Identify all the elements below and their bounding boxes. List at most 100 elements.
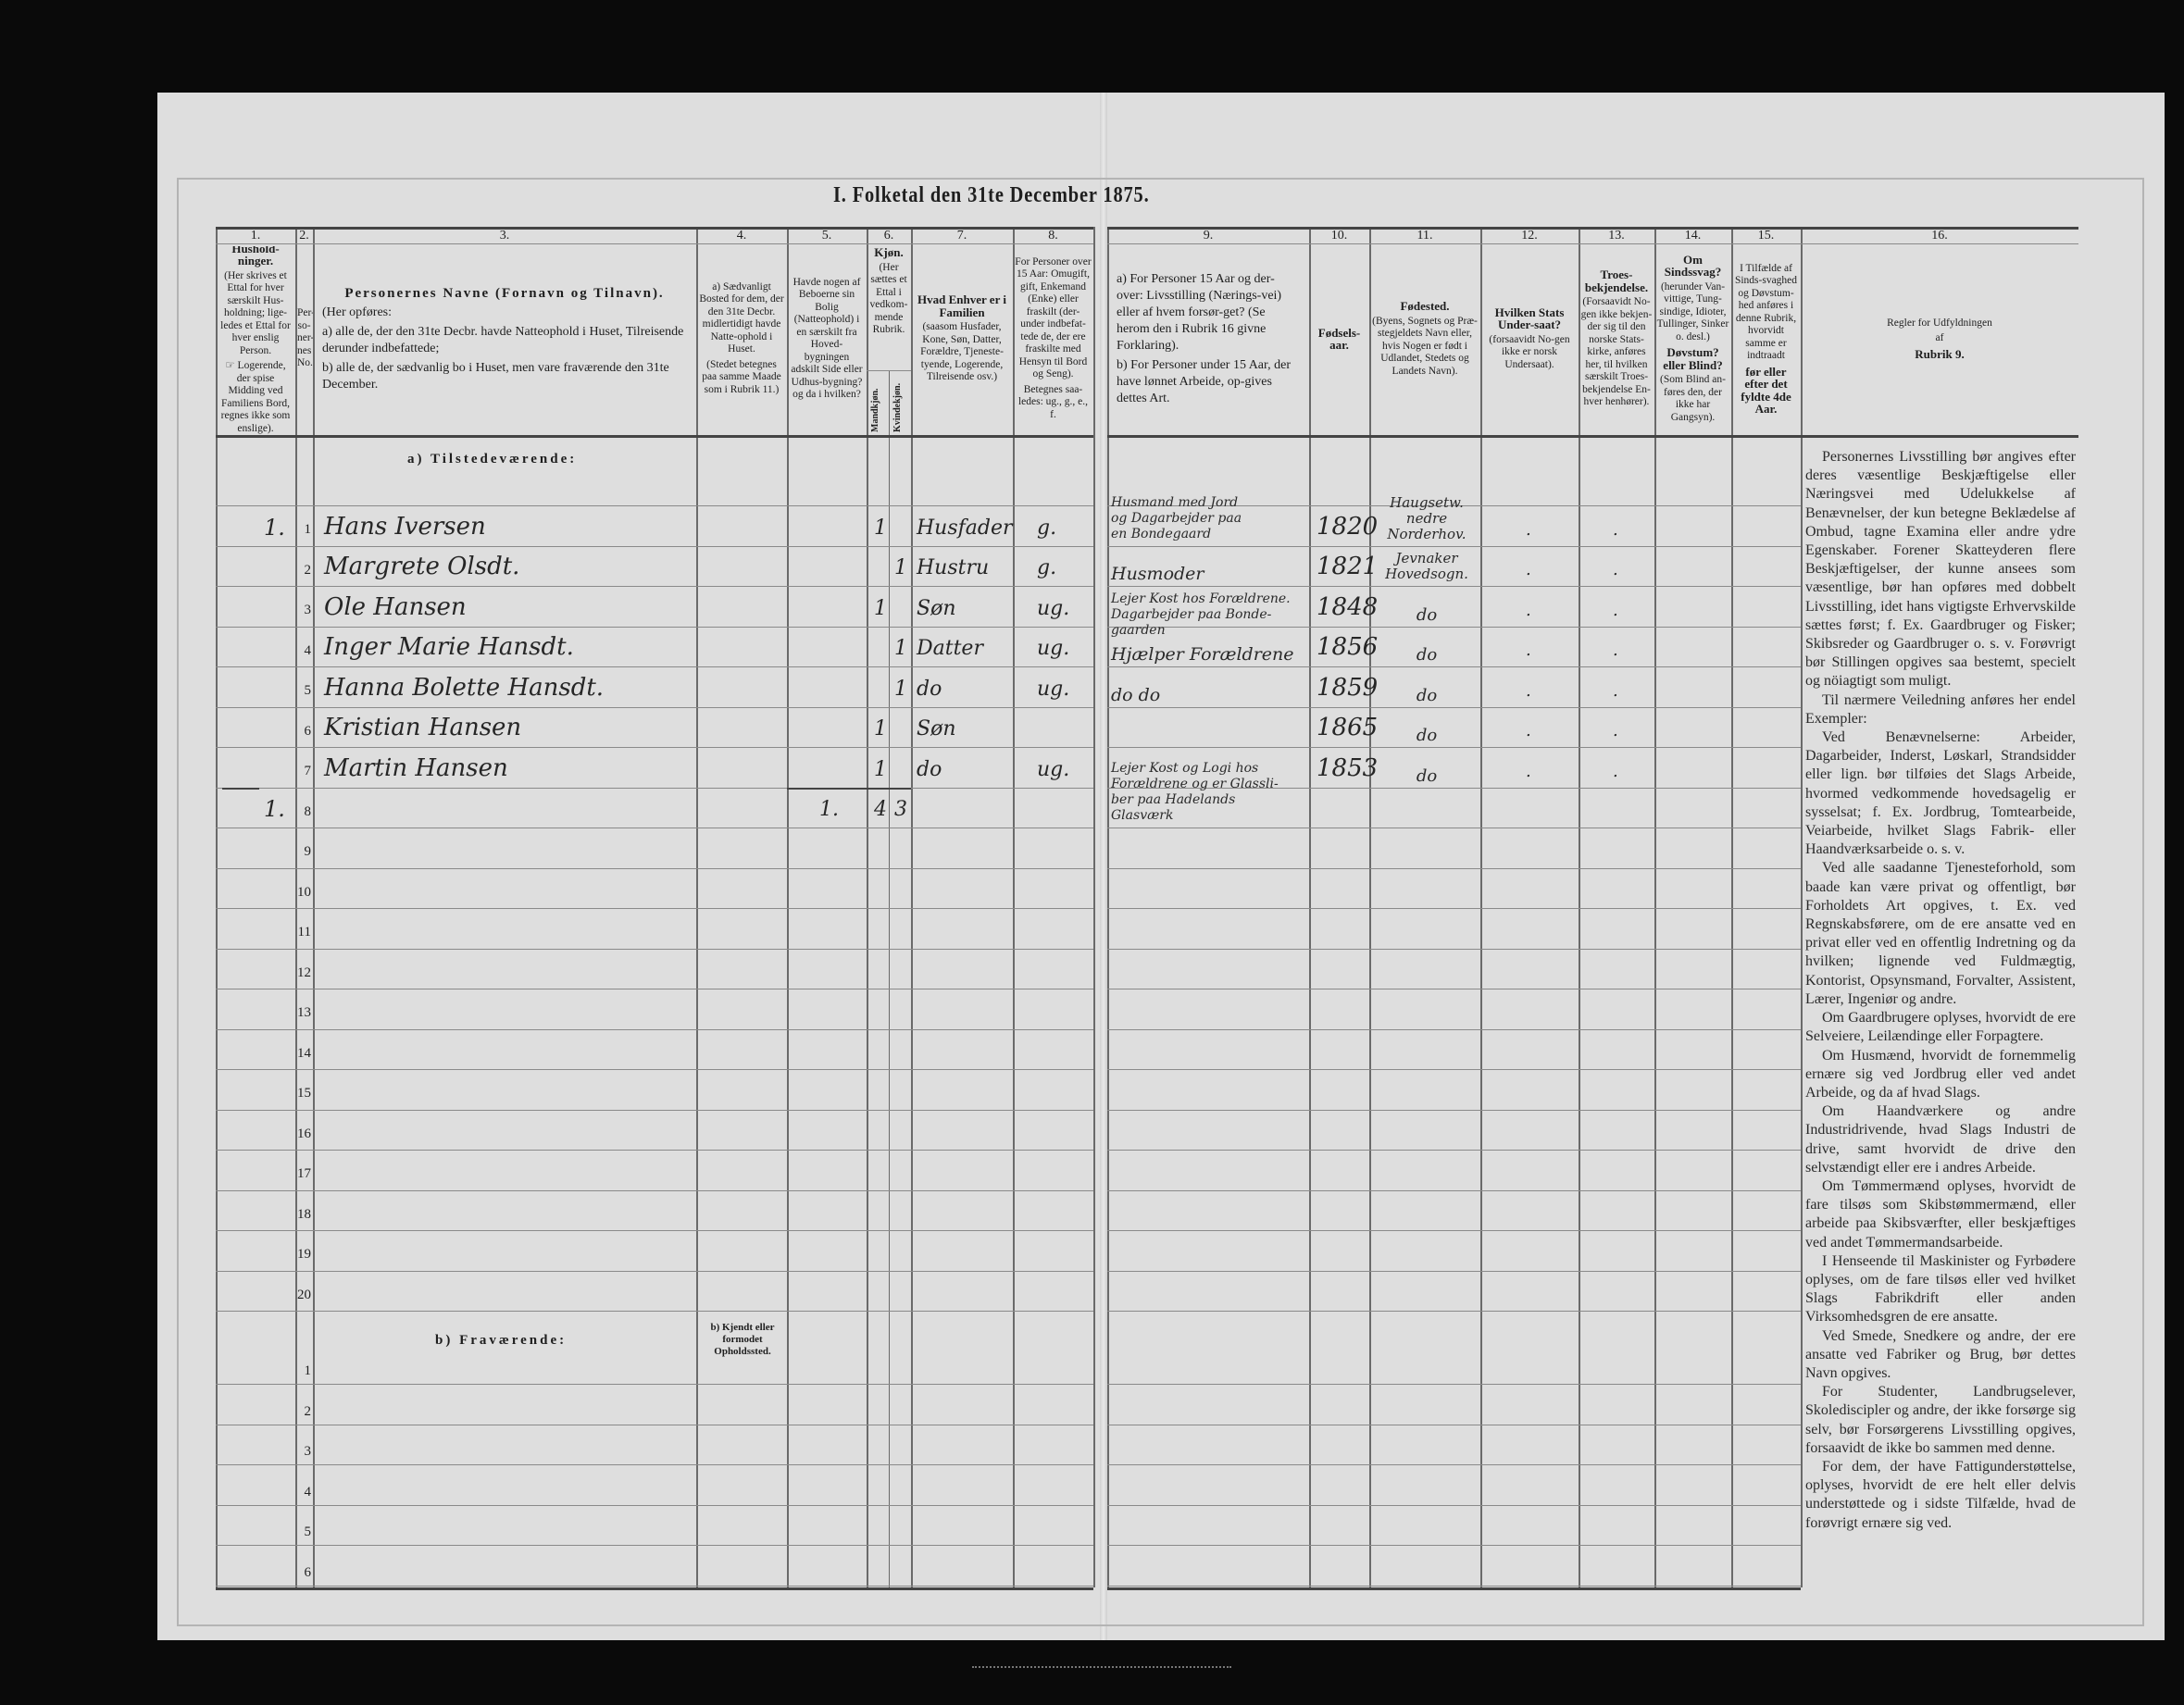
row-rule [216,1069,1093,1070]
column-header: Regler for Udfyldningen af Rubrik 9. [1801,246,2078,434]
column-number: 9. [1203,229,1214,243]
header-text: Fødested. [1400,299,1450,313]
birthplace: do [1374,606,1479,623]
nationality-mark: . [1526,600,1531,620]
birthplace-line: do [1416,645,1438,665]
person-name: Kristian Hansen [324,714,522,741]
rule-paragraph: Om Tømmermænd oplyses, hvorvidt de fare … [1805,1177,2076,1251]
birth-year: 1859 [1317,673,1379,702]
occupation: Husmand med Jord og Dagarbejder paa en Bon… [1111,495,1307,542]
column-divider [216,227,218,1587]
sex-subheader: Kvindekjøn. [892,382,903,432]
occupation-line: Dagarbejder paa Bonde- [1111,606,1272,622]
header-text: (Byens, Sognets og Præ-stegjeldets Navn … [1372,315,1478,377]
rule-paragraph: Personernes Livsstilling bør angives eft… [1805,449,2076,690]
family-relation: Hustru [917,556,990,579]
marital-status: ug. [1037,637,1070,660]
column-divider [295,227,297,1587]
header-text: (Her skrives et Ettal for hver særskilt … [220,269,291,356]
column-divider [889,370,890,1587]
birthplace-line: Hovedsogn. [1385,566,1468,582]
column-header: Kjøn. (Her sættes et Ettal i vedkom-mende… [867,246,911,368]
row-rule [1107,908,1801,909]
occupation-line: Lejer Kost hos Forældrene. [1111,591,1291,606]
column-number: 13. [1608,229,1625,243]
header-text: før eller efter det fyldte 4de Aar. [1741,364,1791,416]
column-number: 16. [1931,229,1948,243]
column-number: 10. [1330,229,1348,243]
column-header: Hvad Enhver er i Familien (saasom Husfade… [911,246,1013,434]
rule-paragraph: Ved Benævnelserne: Arbeider, Dagarbeider… [1805,729,2076,858]
column-number: 4. [736,229,747,243]
header-text: Regler for Udfyldningen [1887,317,1992,329]
row-rule [216,908,1093,909]
row-number: 1 [304,1363,312,1378]
row-number: 4 [304,642,312,658]
rule-paragraph: Til nærmere Veiledning anføres her endel… [1805,691,2076,727]
scan-edge-marks [972,1657,1231,1668]
row-number: 3 [304,603,312,617]
sex-male: 1 [874,516,887,540]
nationality-mark: . [1526,519,1531,540]
family-relation: Søn [917,596,956,620]
section-present-label: a) Tilstedeværende: [407,452,578,467]
row-rule [1107,545,1801,547]
nationality-mark: . [1526,641,1531,660]
row-rule [216,666,1093,667]
marital-status: ug. [1037,677,1070,701]
scanned-page [157,93,2165,1640]
row-rule [216,1464,1093,1465]
column-header: For Personer over 15 Aar: Omugift, gift,… [1013,246,1093,434]
header-text: Havde nogen af Beboerne sin Bolig (Natte… [791,276,863,401]
header-text: Døvstum? eller Blind? [1663,345,1723,372]
religion-mark: . [1613,519,1618,540]
rule-paragraph: Ved Smede, Snedkere og andre, der ere an… [1805,1327,2076,1381]
header-text: a) Sædvanligt Bosted for dem, der den 31… [699,280,784,355]
occupation-line: Husmand med Jord [1111,494,1239,510]
row-number: 10 [297,884,311,900]
marital-status: ug. [1037,757,1070,781]
sum-rule [787,787,911,790]
row-number: 11 [297,925,311,940]
column-divider [1369,227,1371,1587]
column-divider [1731,227,1733,1587]
nationality-mark: . [1526,560,1531,579]
row-rule [216,948,1093,950]
table-bottom-rule [1107,1587,1801,1590]
row-number: 13 [297,1005,311,1020]
table-top-rule [1107,227,2078,230]
household-count: 1. [264,796,285,822]
person-name: Martin Hansen [324,753,508,782]
birthplace: do [1374,645,1479,665]
sex-subheader: Mandkjøn. [870,388,880,432]
header-text: Kjøn. [874,246,904,259]
separate-building: 1. [819,798,839,821]
form-frame [177,178,2144,1626]
row-rule [216,706,1093,708]
rule-paragraph: I Henseende til Maskinister og Fyrbødere… [1805,1252,2076,1325]
person-name: Hanna Bolette Hansdt. [324,673,605,702]
row-rule [1107,747,1801,748]
row-number: 5 [304,1525,312,1539]
occupation-line: do do [1111,684,1161,705]
person-name: Margrete Olsdt. [324,553,520,580]
column-divider [1801,227,1803,1587]
row-rule [1107,1384,1801,1385]
occupation-line: ber paa Hadelands [1111,792,1236,807]
birthplace-line: Norderhov. [1387,525,1466,542]
column-header: Troes-bekjendelse. (Forsaavidt No-gen ikk… [1579,246,1654,434]
sex-male: 1 [874,717,887,740]
row-rule [216,1230,1093,1231]
row-rule [216,1311,1093,1312]
row-rule [1107,1504,1801,1506]
occupation: Husmoder [1111,566,1307,583]
row-rule [1107,787,1801,789]
sum-rule [222,787,259,790]
section-absent-label: b) Fraværende: [435,1333,568,1348]
row-rule [216,545,1093,547]
row-number: 14 [297,1045,311,1061]
sex-female: 1 [894,556,907,579]
page-title: I. Folketal den 31te December 1875. [833,183,1150,207]
row-rule [1107,948,1801,950]
sex-male: 1 [874,757,887,781]
